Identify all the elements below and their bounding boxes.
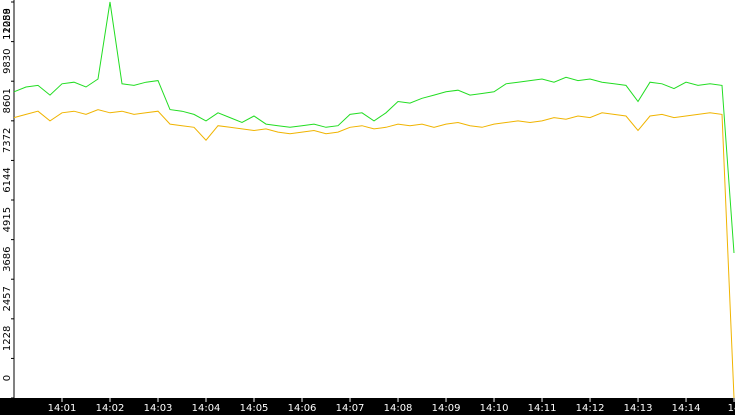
y-tick-label: 2457 <box>2 286 13 311</box>
x-tick-label: 14:08 <box>384 403 413 414</box>
x-tick-label: 14:01 <box>48 403 77 414</box>
y-tick-label: 7372 <box>2 128 13 153</box>
y-tick-label: 12288 <box>2 8 13 40</box>
y-tick-label: 1228 <box>2 326 13 351</box>
x-tick-label: 14:09 <box>432 403 461 414</box>
x-tick-label: 14:06 <box>288 403 317 414</box>
y-tick-label: 3686 <box>2 246 13 271</box>
x-tick-label: 14:10 <box>480 403 509 414</box>
y-tick-label: 4915 <box>2 207 13 232</box>
x-tick-label: 14:04 <box>192 403 221 414</box>
x-tick-label: 14:05 <box>240 403 269 414</box>
x-tick-label: 14:07 <box>336 403 365 414</box>
x-tick-label: 14:13 <box>624 403 653 414</box>
x-axis-bar <box>0 398 735 415</box>
x-tick-label: 14:11 <box>528 403 557 414</box>
y-tick-label: 0 <box>2 375 13 381</box>
series-line <box>13 109 735 399</box>
x-tick-label: 14:03 <box>144 403 173 414</box>
y-tick-label: 8601 <box>2 88 13 113</box>
x-tick-label: 14:12 <box>576 403 605 414</box>
y-tick-label: 9830 <box>2 48 13 73</box>
y-tick-label: 6144 <box>2 167 13 192</box>
x-tick-label: 14:14 <box>672 403 701 414</box>
x-tick-label: 14 <box>728 403 735 414</box>
series-line <box>13 1 735 254</box>
y-tick-label: 11059 <box>2 8 13 40</box>
x-tick-label: 14:02 <box>96 403 125 414</box>
